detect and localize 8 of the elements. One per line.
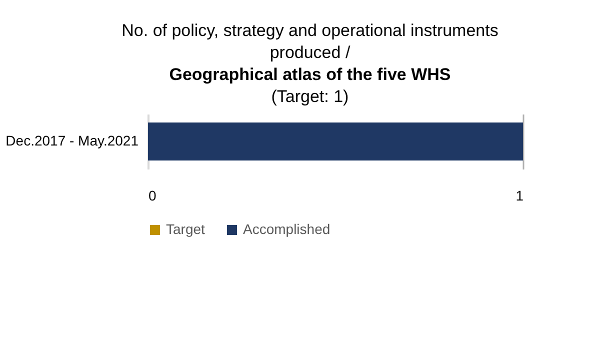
text: (Target: 1) [270, 86, 350, 108]
chart-title: No. of policy, strategy and operational instruments produced / [120, 20, 500, 64]
legend-label: Accomplished [243, 221, 330, 237]
y-tick-label: Dec.2017 - May.2021 [6, 132, 139, 148]
x-tick-label: 0 [148, 188, 156, 204]
chart-subtitle: Geographical atlas of the five WHS [168, 64, 452, 86]
legend-label: Target [166, 221, 206, 237]
x-tick-label: 1 [516, 188, 524, 204]
